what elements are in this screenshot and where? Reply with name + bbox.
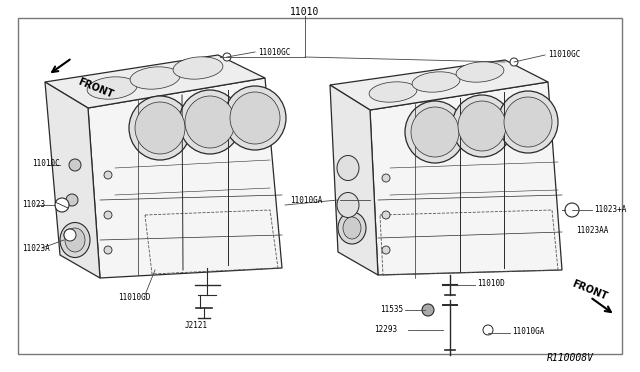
Circle shape [104, 246, 112, 254]
Ellipse shape [343, 217, 361, 239]
Text: 11010D: 11010D [477, 279, 505, 289]
Text: 11023A: 11023A [22, 244, 50, 253]
Text: R110008V: R110008V [547, 353, 593, 363]
Text: 11023AA: 11023AA [576, 225, 609, 234]
Text: 12293: 12293 [374, 326, 397, 334]
Ellipse shape [87, 77, 137, 99]
Circle shape [66, 194, 78, 206]
Circle shape [565, 203, 579, 217]
Polygon shape [45, 82, 100, 278]
Ellipse shape [130, 67, 180, 89]
Text: 11010C: 11010C [32, 158, 60, 167]
Circle shape [64, 229, 76, 241]
Text: 11023+A: 11023+A [594, 205, 627, 214]
Polygon shape [330, 85, 378, 275]
Circle shape [104, 171, 112, 179]
Ellipse shape [405, 101, 465, 163]
Text: 11010GC: 11010GC [258, 48, 291, 57]
Circle shape [510, 58, 518, 66]
Circle shape [64, 229, 76, 241]
Ellipse shape [337, 192, 359, 218]
Text: 11010GD: 11010GD [118, 294, 150, 302]
Circle shape [69, 159, 81, 171]
Ellipse shape [129, 96, 191, 160]
Ellipse shape [224, 86, 286, 150]
Text: FRONT: FRONT [76, 76, 115, 100]
Text: 11010GA: 11010GA [290, 196, 323, 205]
Polygon shape [45, 55, 265, 108]
Circle shape [223, 53, 231, 61]
Ellipse shape [185, 96, 235, 148]
Circle shape [382, 246, 390, 254]
Ellipse shape [230, 92, 280, 144]
Ellipse shape [452, 95, 512, 157]
Ellipse shape [179, 90, 241, 154]
Ellipse shape [65, 228, 85, 252]
Ellipse shape [369, 82, 417, 102]
Ellipse shape [337, 155, 359, 180]
Ellipse shape [60, 222, 90, 257]
Text: 11010GC: 11010GC [548, 49, 580, 58]
Circle shape [483, 325, 493, 335]
Text: FRONT: FRONT [570, 278, 608, 302]
Ellipse shape [458, 101, 506, 151]
Ellipse shape [412, 72, 460, 92]
Polygon shape [88, 78, 282, 278]
Ellipse shape [411, 107, 459, 157]
Ellipse shape [173, 57, 223, 79]
Text: 11010GA: 11010GA [512, 327, 545, 337]
Circle shape [382, 174, 390, 182]
Circle shape [382, 211, 390, 219]
Ellipse shape [504, 97, 552, 147]
Polygon shape [370, 82, 562, 275]
Circle shape [55, 198, 69, 212]
Text: 11010: 11010 [291, 7, 320, 17]
Text: 11023: 11023 [22, 199, 45, 208]
Ellipse shape [456, 62, 504, 82]
Circle shape [104, 211, 112, 219]
Text: J2121: J2121 [184, 321, 207, 330]
Circle shape [422, 304, 434, 316]
Polygon shape [330, 60, 548, 110]
Ellipse shape [498, 91, 558, 153]
Text: 11535: 11535 [380, 305, 403, 314]
Ellipse shape [135, 102, 185, 154]
Ellipse shape [338, 212, 366, 244]
